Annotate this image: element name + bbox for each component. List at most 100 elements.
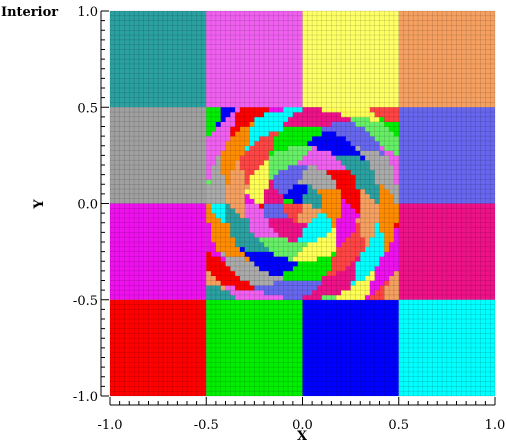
inner-cell (297, 126, 303, 132)
inner-cell (345, 136, 351, 142)
inner-cell (307, 184, 313, 190)
inner-cell (331, 208, 337, 214)
inner-cell (331, 261, 337, 267)
inner-cell (235, 222, 241, 228)
inner-cell (321, 169, 327, 175)
inner-cell (211, 285, 217, 291)
inner-cell (345, 266, 351, 272)
inner-cell (336, 270, 342, 276)
inner-cell (326, 179, 332, 185)
inner-cell (244, 165, 250, 171)
inner-cell (230, 107, 236, 113)
inner-cell (206, 112, 212, 118)
inner-cell (230, 145, 236, 151)
inner-cell (312, 237, 318, 243)
inner-cell (302, 116, 308, 122)
inner-cell (259, 136, 265, 142)
inner-cell (225, 280, 231, 286)
inner-cell (292, 193, 298, 199)
inner-cell (336, 237, 342, 243)
inner-cell (273, 131, 279, 137)
inner-cell (230, 280, 236, 286)
x-tick-label: 0.0 (292, 418, 313, 433)
inner-cell (331, 184, 337, 190)
inner-cell (288, 165, 294, 171)
inner-cell (389, 213, 395, 219)
inner-cell (244, 294, 250, 301)
inner-cell (384, 174, 390, 180)
inner-cell (254, 237, 260, 243)
inner-cell (292, 131, 298, 137)
inner-cell (374, 116, 380, 122)
inner-cell (336, 285, 342, 291)
inner-cell (336, 266, 342, 272)
inner-cell (211, 174, 217, 180)
inner-cell (360, 232, 366, 238)
inner-cell (379, 256, 385, 262)
inner-cell (297, 246, 303, 252)
inner-cell (259, 261, 265, 267)
inner-cell (326, 160, 332, 166)
inner-cell (326, 242, 332, 248)
inner-cell (206, 107, 212, 113)
inner-cell (259, 275, 265, 281)
inner-cell (389, 150, 395, 156)
inner-cell (302, 266, 308, 272)
inner-cell (307, 169, 313, 175)
inner-cell (278, 126, 284, 132)
inner-cell (374, 169, 380, 175)
inner-cell (206, 208, 212, 214)
inner-cell (249, 217, 255, 224)
inner-cell (273, 145, 279, 151)
inner-cell (230, 203, 236, 209)
inner-cell (292, 232, 298, 238)
inner-cell (326, 203, 332, 209)
inner-cell (350, 203, 356, 209)
inner-cell (389, 261, 395, 267)
inner-cell (268, 222, 274, 228)
inner-cell (389, 217, 395, 224)
inner-cell (220, 256, 226, 262)
inner-cell (321, 131, 327, 137)
inner-cell (297, 150, 303, 156)
inner-cell (235, 213, 241, 219)
inner-cell (239, 270, 246, 276)
inner-cell (249, 140, 255, 147)
inner-cell (278, 160, 284, 166)
inner-cell (389, 222, 395, 228)
inner-cell (345, 280, 351, 286)
inner-cell (259, 179, 265, 185)
inner-cell (345, 261, 351, 267)
inner-cell (268, 169, 274, 175)
inner-cell (369, 290, 375, 296)
inner-cell (350, 121, 356, 127)
inner-cell (297, 232, 303, 238)
inner-cell (278, 208, 284, 214)
inner-cell (264, 169, 270, 175)
inner-cell (249, 169, 255, 175)
inner-cell (379, 136, 385, 142)
inner-cell (355, 242, 361, 248)
inner-cell (254, 251, 260, 257)
inner-cell (360, 107, 366, 113)
inner-cell (312, 285, 318, 291)
inner-cell (292, 107, 298, 113)
inner-cell (374, 107, 380, 113)
inner-cell (264, 107, 270, 113)
inner-cell (244, 208, 250, 214)
inner-cell (393, 155, 400, 161)
inner-cell (206, 198, 212, 204)
inner-cell (230, 266, 236, 272)
inner-cell (326, 280, 332, 286)
inner-cell (379, 251, 385, 257)
mesh-block-1 (206, 11, 303, 108)
inner-cell (249, 179, 255, 185)
inner-cell (341, 174, 347, 180)
inner-cell (259, 145, 265, 151)
inner-cell (211, 107, 217, 113)
inner-cell (244, 227, 250, 233)
inner-cell (345, 203, 351, 209)
inner-cell (264, 208, 270, 214)
inner-cell (312, 261, 318, 267)
inner-cell (384, 155, 390, 161)
